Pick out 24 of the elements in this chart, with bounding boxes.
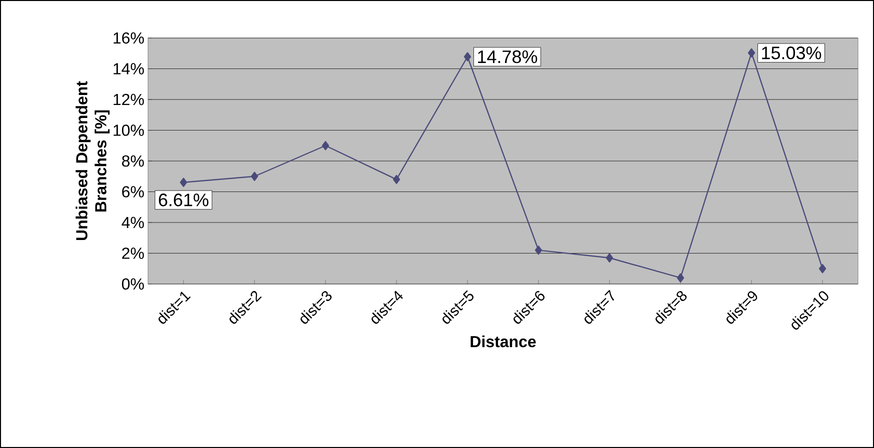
y-axis-title: Unbiased Dependent Branches [%] xyxy=(76,81,110,240)
y-tick-label: 6% xyxy=(122,186,144,198)
point xyxy=(818,264,826,274)
x-axis-title: Distance xyxy=(470,336,536,348)
data-label: 14.78% xyxy=(478,50,538,64)
data-label: 6.61% xyxy=(158,194,208,206)
point xyxy=(180,178,188,187)
y-tick-label: 4% xyxy=(122,216,144,228)
point xyxy=(250,172,258,181)
point xyxy=(606,253,614,262)
data-label: 15.03% xyxy=(762,46,822,60)
y-tick-label: 8% xyxy=(122,155,144,167)
point xyxy=(534,246,542,255)
point xyxy=(464,52,472,62)
y-tick-label: 2% xyxy=(122,248,144,259)
y-tick-label: 10% xyxy=(114,124,144,136)
y-tick-label: 16% xyxy=(114,32,144,44)
point xyxy=(676,273,684,282)
point xyxy=(392,174,400,184)
point xyxy=(748,48,756,58)
y-tick-label: 14% xyxy=(114,63,144,74)
y-tick-label: 12% xyxy=(114,94,144,106)
y-tick-label: 0% xyxy=(122,278,144,290)
point xyxy=(322,141,330,150)
